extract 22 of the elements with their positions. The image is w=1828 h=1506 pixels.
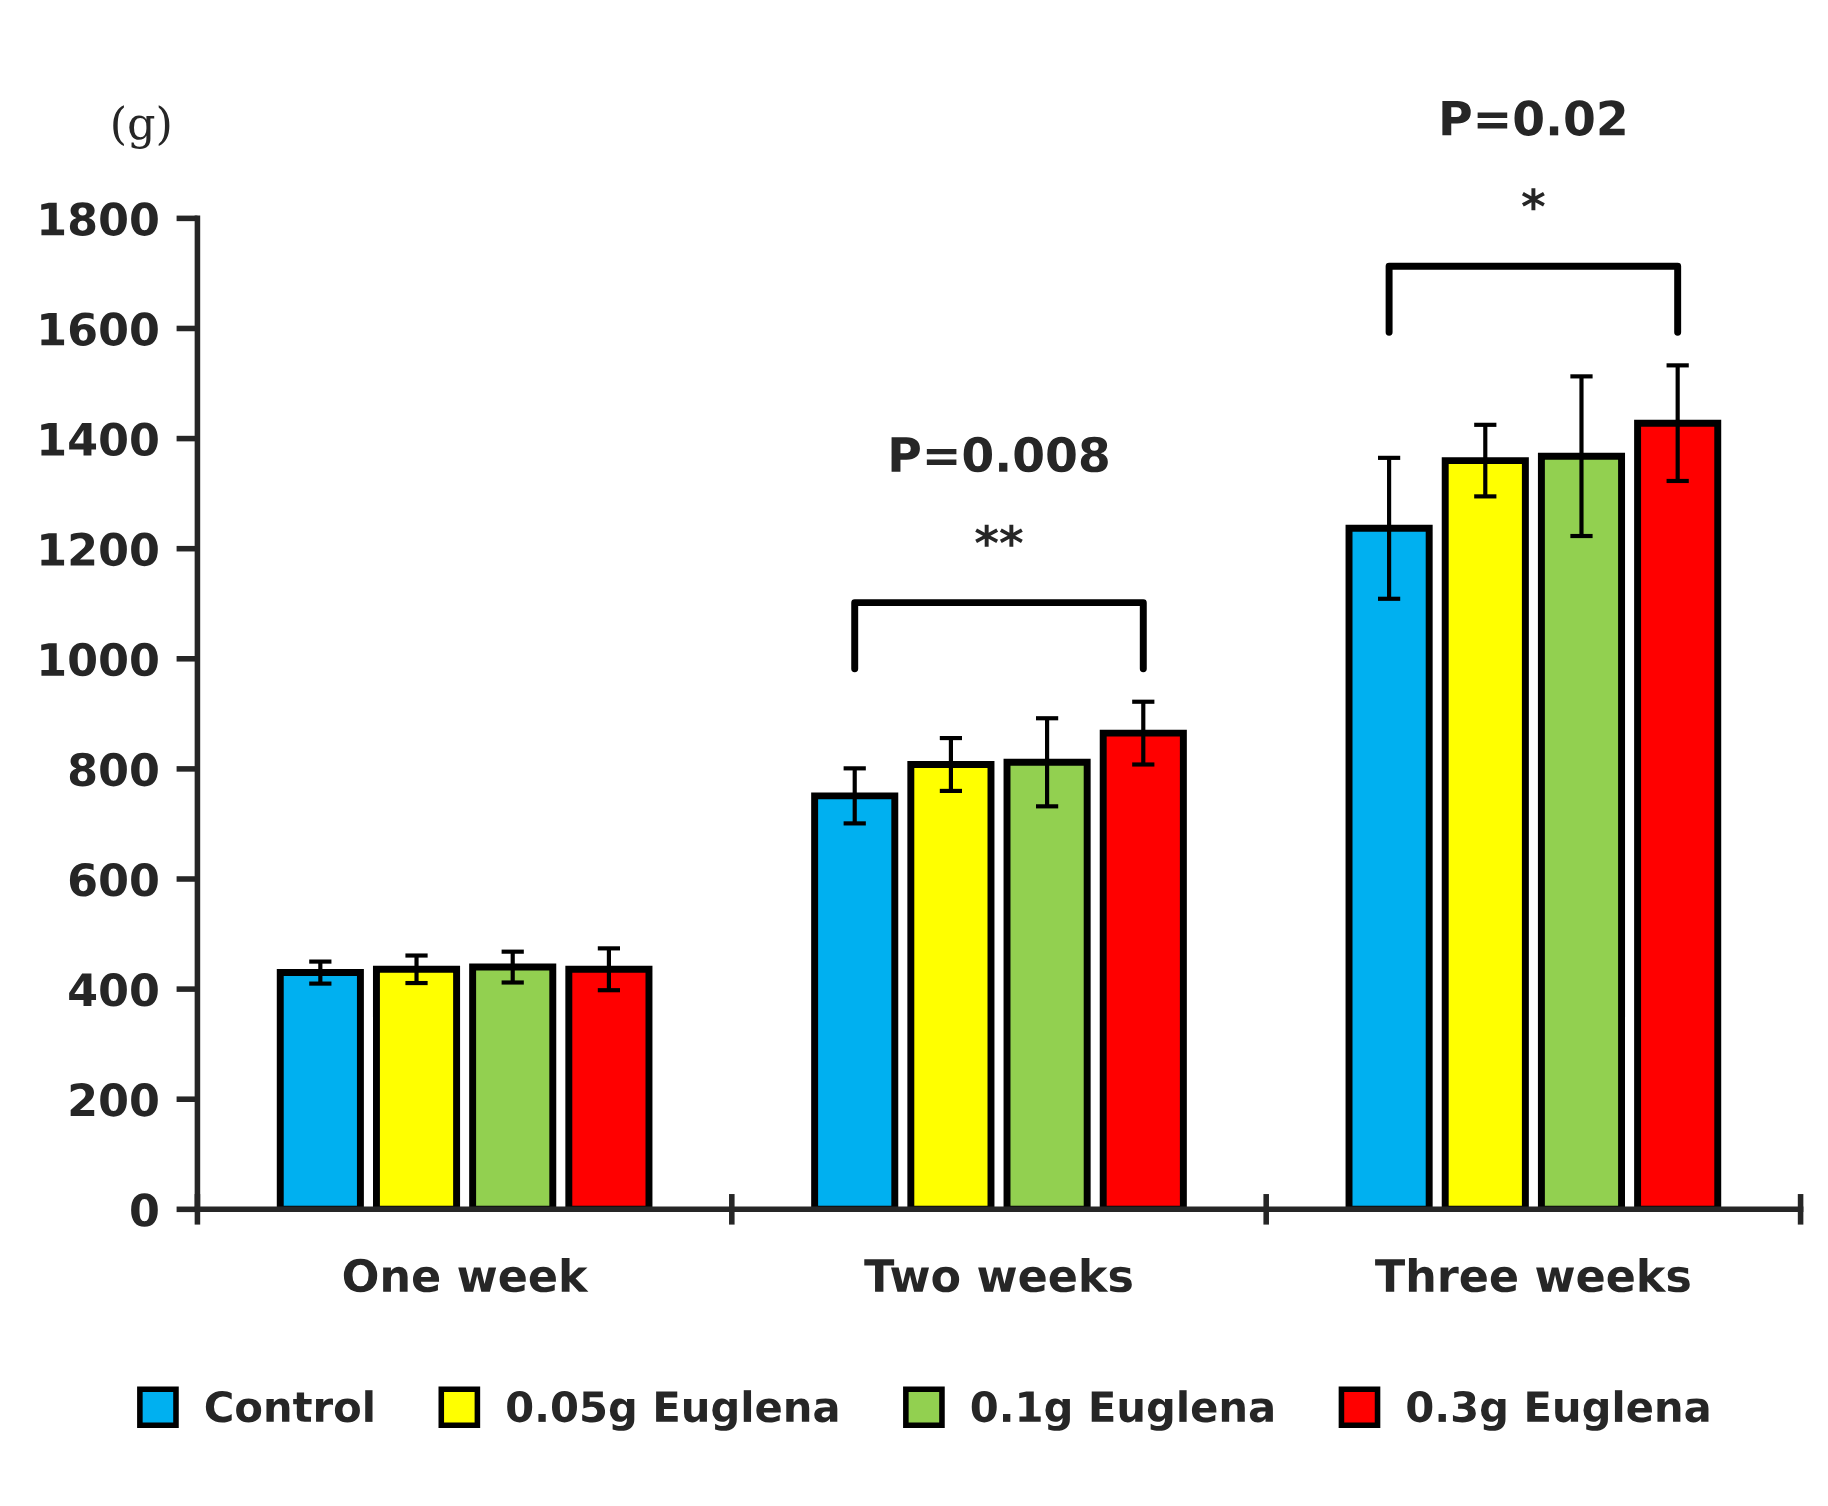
x-tick-label: Three weeks xyxy=(1375,1257,1690,1293)
y-tick-label: 200 xyxy=(70,1083,158,1117)
y-tick-label: 1800 xyxy=(41,202,158,236)
y-tick-label: 1400 xyxy=(41,422,158,457)
x-tick-label: Two weeks xyxy=(864,1257,1132,1293)
y-axis-title: (g) xyxy=(113,105,170,149)
text: P=0.02 xyxy=(1442,100,1625,136)
legend-label: Control xyxy=(205,1390,373,1423)
text: * xyxy=(1521,188,1545,211)
y-tick-label: 1000 xyxy=(41,642,158,677)
y-tick-label: 1200 xyxy=(41,532,158,567)
legend-label: 0.05g Euglena xyxy=(507,1390,838,1431)
legend-label: 0.3g Euglena xyxy=(1407,1390,1709,1431)
legend-label: 0.1g Euglena xyxy=(971,1390,1273,1431)
x-tick-label: One week xyxy=(343,1257,589,1293)
y-tick-label: 400 xyxy=(69,973,158,1007)
y-tick-label: 1600 xyxy=(41,312,158,346)
annotation: P=0.008 xyxy=(891,436,1108,473)
y-tick-label: 600 xyxy=(69,862,158,897)
annotation: ** xyxy=(975,524,1023,547)
y-tick-label: 800 xyxy=(69,752,158,787)
y-tick-label: 0 xyxy=(131,1193,158,1227)
